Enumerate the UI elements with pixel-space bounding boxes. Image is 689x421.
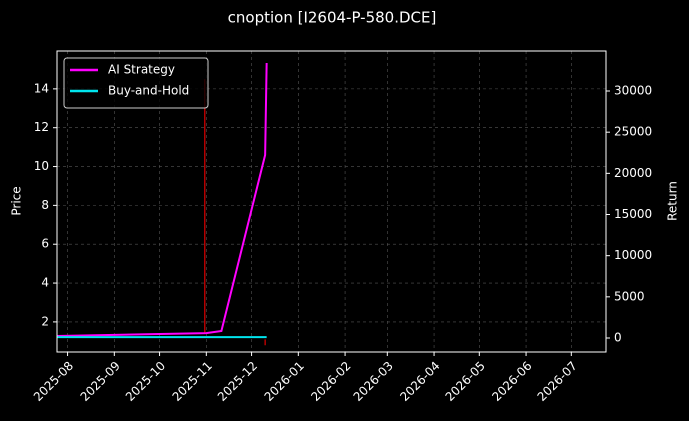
y2-axis-label: Return bbox=[666, 181, 680, 221]
series-line bbox=[204, 79, 266, 346]
legend-label: AI Strategy bbox=[108, 63, 175, 77]
legend: AI Strategy Buy-and-Hold bbox=[63, 57, 209, 109]
y-tick-label: 8 bbox=[41, 198, 49, 212]
y-tick-label: 6 bbox=[41, 237, 49, 251]
y2-tick-label: 5000 bbox=[614, 289, 645, 303]
y-axis-label: Price bbox=[10, 186, 24, 215]
y-tick-label: 4 bbox=[41, 276, 49, 290]
y-tick-label: 14 bbox=[34, 81, 49, 95]
y2-tick-label: 15000 bbox=[614, 207, 652, 221]
y2-tick-label: 20000 bbox=[614, 166, 652, 180]
series-line bbox=[56, 63, 268, 337]
legend-label: Buy-and-Hold bbox=[108, 84, 189, 98]
y2-tick-label: 10000 bbox=[614, 248, 652, 262]
chart-title: cnoption [I2604-P-580.DCE] bbox=[228, 9, 437, 27]
y-tick-label: 12 bbox=[34, 120, 49, 134]
y-tick-label: 10 bbox=[34, 159, 49, 173]
y-tick-label: 2 bbox=[41, 314, 49, 328]
plot-frame bbox=[56, 50, 607, 353]
legend-box bbox=[63, 57, 209, 109]
y2-tick-label: 0 bbox=[614, 331, 622, 345]
y2-tick-label: 30000 bbox=[614, 84, 652, 98]
y2-tick-label: 25000 bbox=[614, 125, 652, 139]
